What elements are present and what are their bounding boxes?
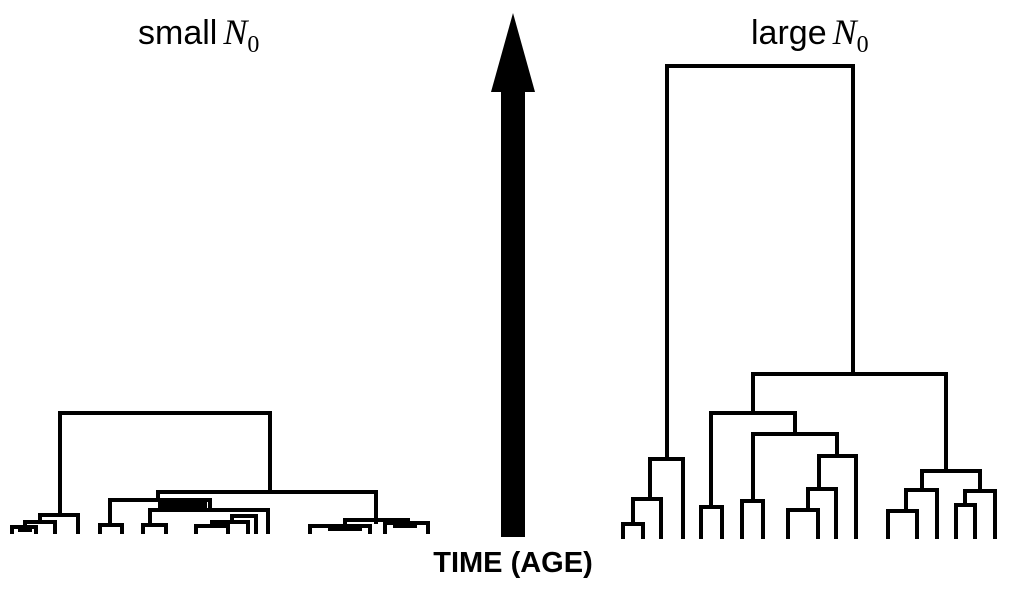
left-title-subscript: 0 [247,32,259,58]
left-title-variable: N [222,12,249,52]
left-genealogy-tree [10,411,430,534]
left-title-word: small [138,14,217,52]
time-arrow-shaft [501,90,525,537]
right-title-subscript: 0 [857,32,869,58]
right-tree-title: large N0 [751,12,869,58]
time-axis-label: TIME (AGE) [433,547,593,579]
time-arrow-head [491,13,535,92]
time-arrow [491,13,535,537]
left-tree-title: small N0 [138,12,259,58]
right-genealogy-tree [621,64,997,539]
right-title-word: large [751,14,827,52]
right-title-variable: N [832,12,859,52]
